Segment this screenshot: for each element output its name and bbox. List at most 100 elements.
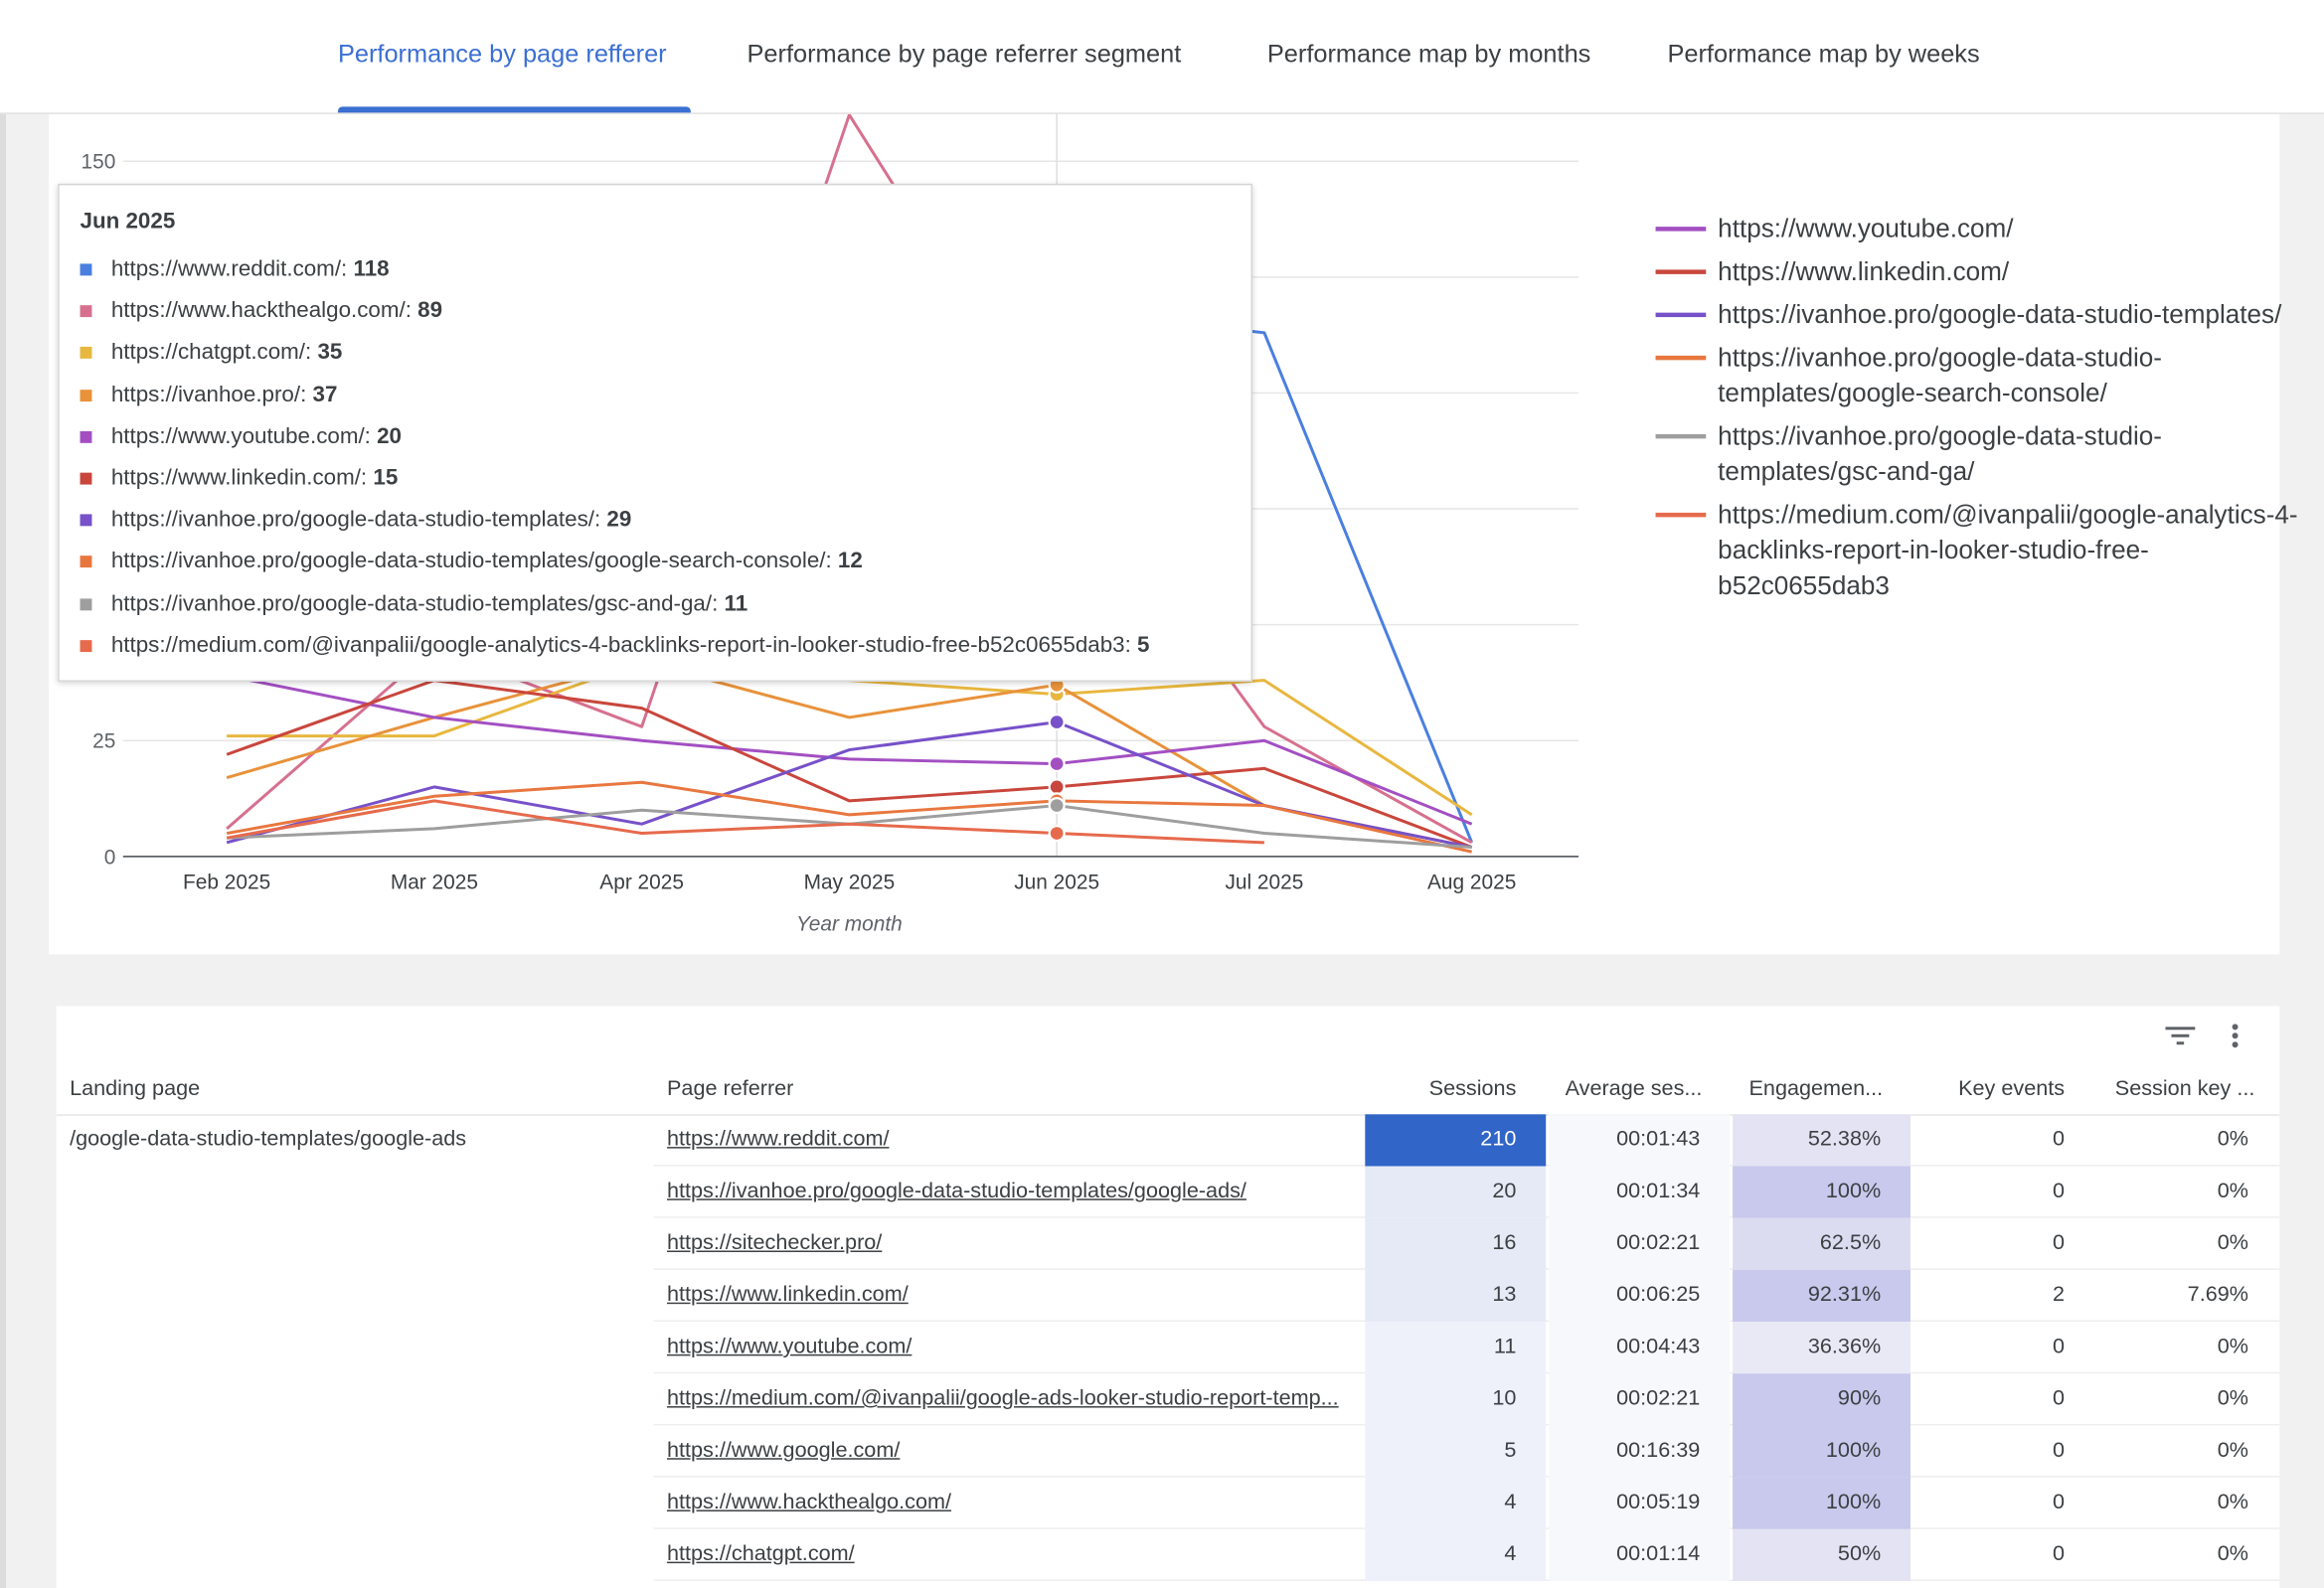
average-session-cell: 00:02:21: [1549, 1373, 1731, 1426]
engagement-rate-cell: 52.38%: [1733, 1114, 1911, 1167]
page-referrer-link[interactable]: https://www.linkedin.com/: [666, 1283, 909, 1308]
y-tick-label: 25: [92, 730, 115, 753]
key-events-cell: 0: [2053, 1127, 2066, 1152]
series-color-dot: [80, 347, 92, 360]
key-events-cell: 0: [2053, 1386, 2066, 1411]
tooltip-series-value: 37: [312, 382, 338, 407]
average-session-cell: 00:05:19: [1549, 1477, 1731, 1529]
series-color-dot: [80, 430, 92, 443]
page-referrer-link[interactable]: https://chatgpt.com/: [666, 1542, 855, 1567]
column-header-key-events[interactable]: Key events: [1958, 1077, 2066, 1101]
series-color-dot: [80, 389, 92, 401]
column-header-average-session[interactable]: Average ses...: [1565, 1077, 1703, 1101]
average-session-cell: 00:06:25: [1549, 1269, 1731, 1323]
filter-icon[interactable]: [2164, 1021, 2197, 1057]
legend-item[interactable]: https://medium.com/@ivanpalii/google-ana…: [1655, 497, 2308, 603]
series-line: [226, 679, 1473, 849]
session-key-rate-cell: 0%: [2217, 1438, 2248, 1463]
legend-swatch: [1655, 227, 1707, 232]
session-key-rate-cell: 0%: [2217, 1127, 2248, 1152]
series-color-dot: [80, 472, 92, 485]
sessions-cell: 210: [1365, 1114, 1547, 1167]
legend-item[interactable]: https://ivanhoe.pro/google-data-studio-t…: [1655, 296, 2308, 332]
x-tick-label: Apr 2025: [599, 872, 684, 894]
x-tick-label: Jul 2025: [1225, 872, 1303, 894]
tooltip-series-label: https://ivanhoe.pro/google-data-studio-t…: [110, 549, 832, 574]
legend-item[interactable]: https://www.linkedin.com/: [1655, 253, 2308, 289]
tab-performance-map-by-months[interactable]: Performance map by months: [1266, 40, 1591, 69]
series-color-dot: [80, 597, 92, 610]
column-header-engagement[interactable]: Engagemen...: [1748, 1077, 1884, 1101]
series-color-dot: [80, 263, 92, 276]
legend-item[interactable]: https://ivanhoe.pro/google-data-studio-t…: [1655, 339, 2308, 410]
session-key-rate-cell: 0%: [2217, 1335, 2248, 1359]
landing-page-cell: /google-data-studio-templates/google-ads: [70, 1127, 467, 1152]
tooltip-series-value: 35: [317, 340, 343, 366]
column-header-landing-page[interactable]: Landing page: [70, 1077, 201, 1101]
tab-bar: Performance by page refferer Performance…: [0, 0, 2324, 114]
x-tick-label: Mar 2025: [391, 872, 478, 894]
sessions-cell: 4: [1365, 1528, 1547, 1582]
session-key-rate-cell: 0%: [2217, 1386, 2248, 1411]
engagement-rate-cell: 50%: [1733, 1528, 1911, 1582]
column-header-session-key[interactable]: Session key ...: [2114, 1077, 2255, 1101]
left-panel-edge: [0, 112, 6, 1588]
tab-performance-map-by-weeks[interactable]: Performance map by weeks: [1667, 40, 1980, 69]
tooltip-series-value: 20: [377, 423, 402, 449]
legend-label: https://ivanhoe.pro/google-data-studio-t…: [1718, 420, 2162, 487]
legend-label: https://ivanhoe.pro/google-data-studio-t…: [1718, 342, 2162, 408]
sessions-cell: 5: [1365, 1425, 1547, 1478]
legend-item[interactable]: https://ivanhoe.pro/google-data-studio-t…: [1655, 417, 2308, 489]
engagement-rate-cell: 90%: [1733, 1373, 1911, 1426]
series-color-dot: [80, 305, 92, 318]
x-tick-label: May 2025: [804, 872, 896, 894]
average-session-cell: 00:02:21: [1549, 1217, 1731, 1270]
tab-performance-by-page-referrer[interactable]: Performance by page refferer: [337, 40, 667, 69]
legend-swatch: [1655, 512, 1707, 518]
tooltip-series-value: 89: [417, 297, 443, 324]
chart-tooltip: Jun 2025 https://www.reddit.com/: 118 ht…: [58, 183, 1252, 682]
tooltip-series-label: https://chatgpt.com/:: [110, 340, 312, 366]
y-tick-label: 0: [104, 846, 116, 869]
legend-label: https://ivanhoe.pro/google-data-studio-t…: [1718, 299, 2282, 330]
page-referrer-link[interactable]: https://sitechecker.pro/: [666, 1231, 883, 1255]
tooltip-series-label: https://www.hackthealgo.com/:: [110, 297, 412, 324]
page-referrer-link[interactable]: https://www.hackthealgo.com/: [666, 1491, 952, 1514]
x-axis-title: Year month: [796, 912, 903, 935]
tab-performance-by-referrer-segment[interactable]: Performance by page referrer segment: [747, 40, 1182, 69]
column-header-page-referrer[interactable]: Page referrer: [666, 1077, 794, 1101]
legend-item[interactable]: https://www.youtube.com/: [1655, 211, 2308, 246]
sessions-cell: 10: [1365, 1373, 1547, 1426]
more-vert-icon[interactable]: [2224, 1021, 2247, 1057]
session-key-rate-cell: 0%: [2217, 1231, 2248, 1255]
legend-label: https://www.linkedin.com/: [1718, 255, 2010, 286]
engagement-rate-cell: 100%: [1733, 1166, 1911, 1218]
tooltip-series-label: https://www.linkedin.com/:: [110, 465, 368, 491]
series-color-dot: [80, 514, 92, 527]
referrer-table: Landing page Page referrer Sessions Aver…: [56, 1006, 2280, 1588]
engagement-rate-cell: 100%: [1733, 1477, 1911, 1529]
active-tab-indicator: [337, 106, 691, 113]
tooltip-series-value: 11: [724, 590, 748, 616]
session-key-rate-cell: 0%: [2217, 1179, 2248, 1203]
data-point: [1048, 754, 1066, 773]
average-session-cell: 00:01:14: [1549, 1528, 1731, 1582]
series-line: [226, 674, 1473, 826]
x-tick-label: Aug 2025: [1427, 872, 1516, 894]
page-referrer-link[interactable]: https://medium.com/@ivanpalii/google-ads…: [666, 1386, 1339, 1411]
legend-label: https://www.youtube.com/: [1718, 213, 2014, 243]
page-referrer-link[interactable]: https://ivanhoe.pro/google-data-studio-t…: [666, 1179, 1246, 1203]
tooltip-series-value: 15: [373, 465, 399, 491]
engagement-rate-cell: 92.31%: [1733, 1269, 1911, 1323]
tooltip-series-value: 29: [606, 507, 632, 533]
tooltip-series-label: https://www.reddit.com/:: [110, 255, 348, 282]
session-key-rate-cell: 0%: [2217, 1491, 2248, 1514]
column-header-sessions[interactable]: Sessions: [1428, 1077, 1517, 1101]
page-referrer-link[interactable]: https://www.reddit.com/: [666, 1127, 890, 1152]
series-line: [226, 780, 1472, 854]
x-tick-label: Feb 2025: [183, 872, 270, 894]
series-line: [227, 804, 1472, 850]
page-referrer-link[interactable]: https://www.google.com/: [666, 1438, 901, 1463]
session-key-rate-cell: 0%: [2217, 1542, 2248, 1567]
page-referrer-link[interactable]: https://www.youtube.com/: [666, 1335, 913, 1359]
